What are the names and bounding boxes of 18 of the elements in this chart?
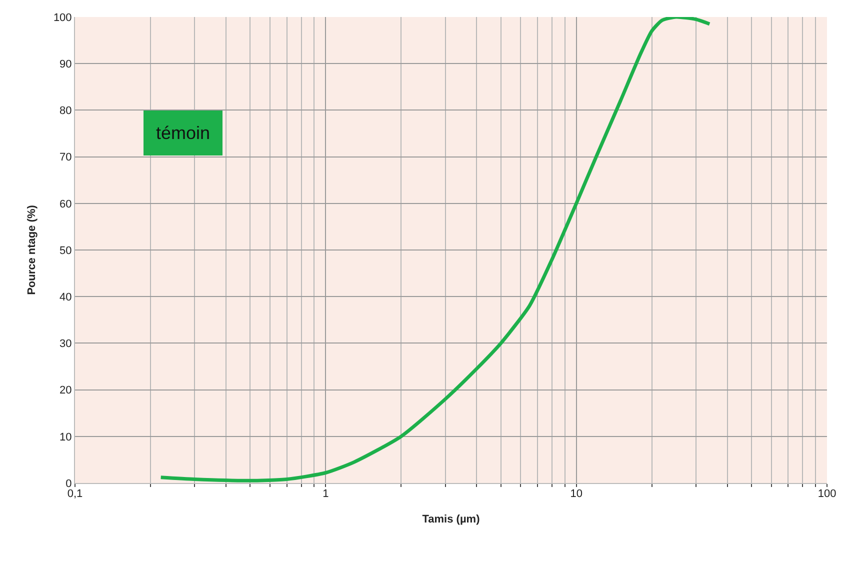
y-tick-label: 100: [53, 12, 72, 24]
annotation: témoin: [156, 123, 210, 143]
y-tick-label: 60: [60, 198, 72, 210]
y-tick-label: 90: [60, 58, 72, 70]
x-axis-title: Tamis (µm): [422, 513, 480, 526]
y-tick-label: 10: [60, 431, 72, 444]
y-tick-label: 40: [60, 291, 72, 304]
y-axis-title: Pource ntage (%): [26, 204, 38, 295]
x-tick-label: 100: [818, 488, 836, 500]
x-tick-label: 1: [322, 488, 329, 500]
y-tick-label: 80: [60, 105, 72, 118]
y-tick-label: 70: [60, 152, 72, 164]
y-tick-label: 50: [60, 244, 72, 257]
y-tick-label: 30: [60, 338, 72, 350]
x-tick-label: 10: [570, 488, 582, 500]
y-tick-label: 20: [60, 384, 72, 397]
x-tick-label: 0,1: [67, 488, 83, 500]
y-tick-label: 0: [66, 478, 72, 490]
